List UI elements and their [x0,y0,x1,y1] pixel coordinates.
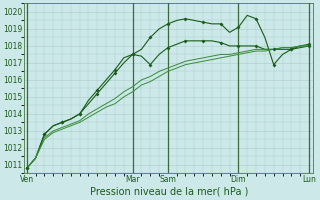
X-axis label: Pression niveau de la mer( hPa ): Pression niveau de la mer( hPa ) [90,187,248,197]
